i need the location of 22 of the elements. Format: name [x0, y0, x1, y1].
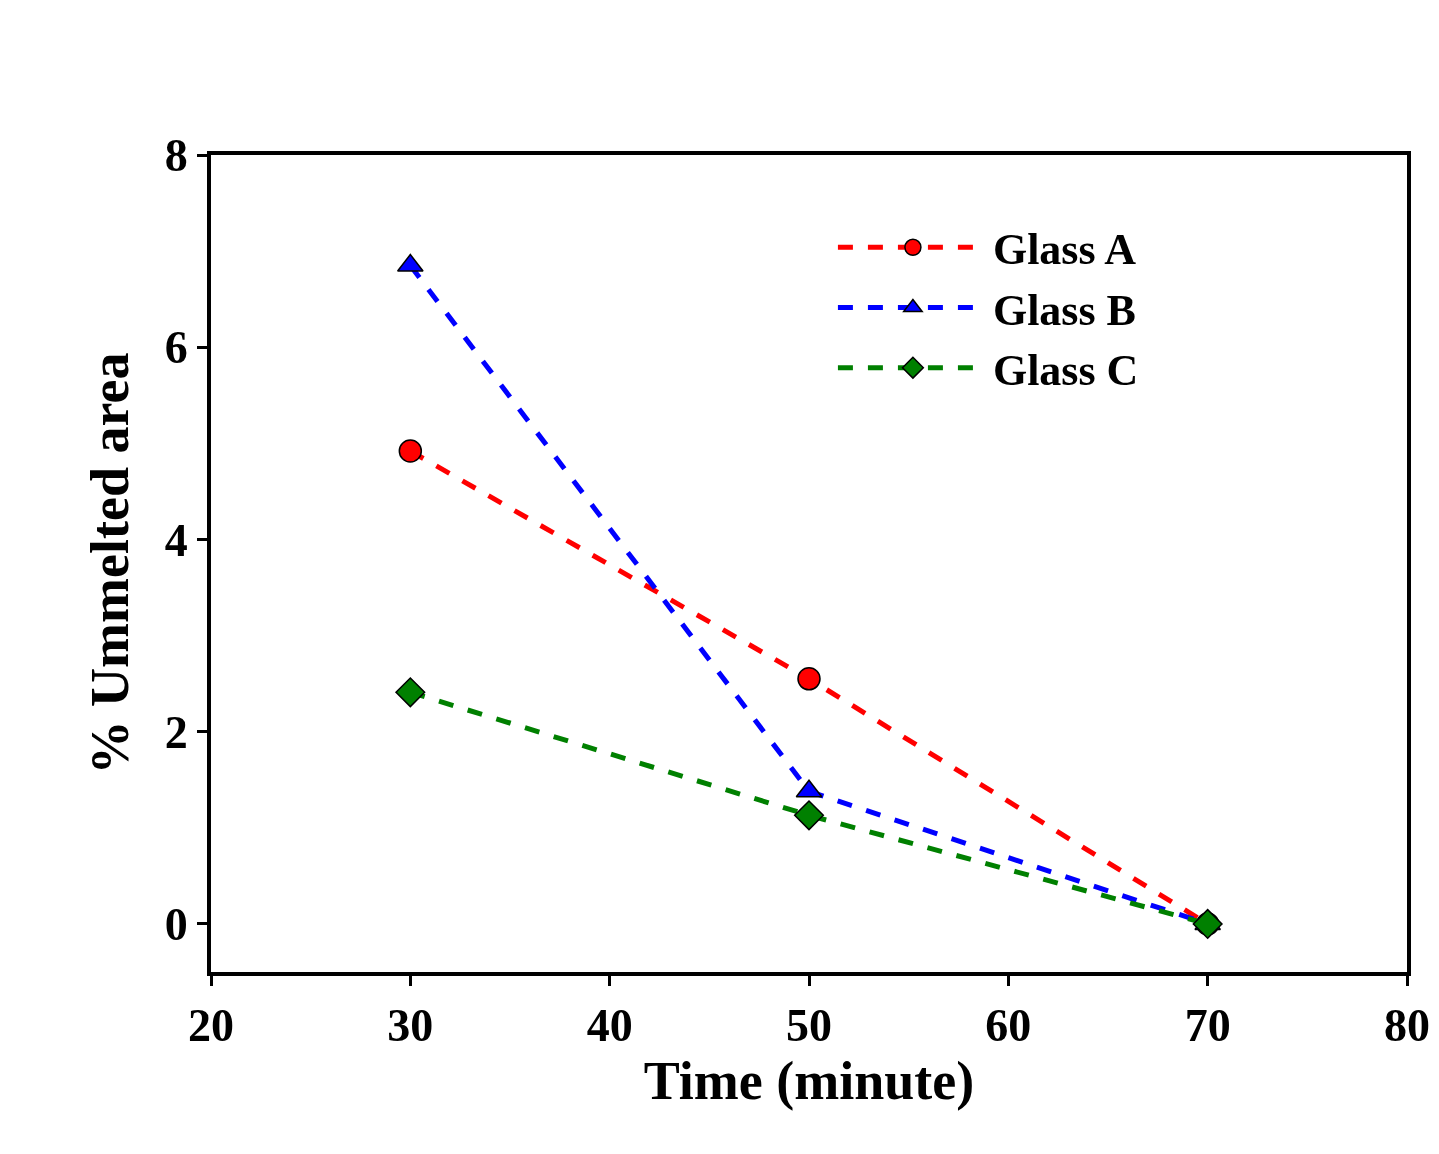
y-tick-label: 4 — [164, 514, 188, 566]
x-tick-label: 20 — [188, 1000, 234, 1052]
point — [797, 667, 821, 691]
legend-label: Glass C — [992, 345, 1139, 395]
y-tick-label: 8 — [164, 130, 188, 182]
point — [398, 439, 423, 463]
legend-label: Glass A — [992, 225, 1137, 275]
y-axis-title: % Ummelted area — [79, 352, 140, 775]
point — [1192, 908, 1223, 939]
y-tick-label: 2 — [164, 706, 188, 758]
x-tick-label: 30 — [387, 1000, 434, 1052]
point — [793, 800, 825, 831]
x-tick-label: 40 — [586, 1000, 633, 1052]
legend-label: Glass B — [992, 285, 1136, 335]
x-tick-label: 60 — [985, 1000, 1032, 1052]
point — [395, 677, 426, 708]
x-tick-label: 80 — [1384, 1000, 1430, 1052]
x-axis-title: Time (minute) — [643, 1051, 975, 1112]
y-tick-label: 0 — [164, 899, 188, 951]
x-tick-label: 70 — [1184, 1000, 1231, 1052]
x-tick-label: 50 — [786, 1000, 832, 1052]
y-tick-label: 6 — [164, 322, 188, 374]
